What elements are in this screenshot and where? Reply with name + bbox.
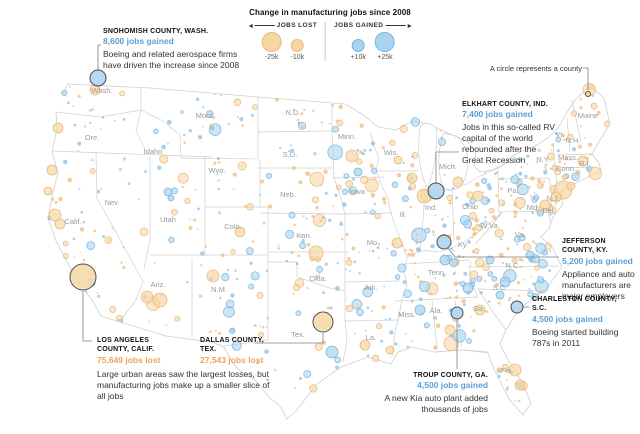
- legend-size-label: +25k: [377, 54, 393, 61]
- state-label: Okla.: [309, 274, 327, 283]
- legend-jobs-lost: JOBS LOST -25k -10k: [241, 22, 325, 61]
- state-label: Wis.: [384, 148, 399, 157]
- state-label: La.: [366, 333, 376, 342]
- arrow-line: [385, 25, 406, 26]
- state-label: Pa.: [507, 186, 518, 195]
- callout-county-bubble: [89, 69, 107, 87]
- callout-county-bubble: [427, 182, 445, 200]
- state-label: Utah: [160, 215, 176, 224]
- state-label: Ore.: [85, 133, 100, 142]
- state-label: S.D.: [283, 150, 298, 159]
- state-label: Conn.: [556, 164, 576, 173]
- state-label: Kan.: [296, 231, 311, 240]
- legend-size-item: -25k: [261, 32, 282, 61]
- left-arrow-icon: [248, 23, 253, 28]
- state-label: Ky.: [458, 240, 468, 249]
- legend-size-item: +25k: [374, 32, 395, 61]
- legend-size-label: +10k: [350, 54, 366, 61]
- state-label: Miss.: [398, 310, 416, 319]
- state-label: Nev.: [105, 198, 120, 207]
- state-label: Ga.: [473, 304, 485, 313]
- state-label: Idaho: [144, 147, 163, 156]
- legend-size-item: -10k: [290, 39, 305, 61]
- legend-size-label: -25k: [264, 54, 279, 61]
- state-label: Ill.: [399, 210, 407, 219]
- leader-line: [82, 291, 92, 342]
- state-label: N.C.: [506, 261, 521, 270]
- callout-county-bubble: [450, 306, 464, 320]
- leader-line: [255, 333, 324, 344]
- michigan-mitten: [438, 132, 469, 191]
- state-label: Ind.: [425, 203, 438, 212]
- legend-size-circle: [261, 32, 282, 52]
- state-label: N.M.: [211, 285, 227, 294]
- county-dot-field: [47, 82, 611, 403]
- callout-county-bubble: [69, 263, 97, 291]
- state-label: Colo.: [224, 222, 242, 231]
- gained-size-circles: +10k +25k: [334, 32, 411, 61]
- metro-bubbles: [43, 84, 589, 391]
- legend-size-circle: [374, 32, 395, 52]
- state-label: Neb.: [280, 190, 296, 199]
- state-label: Maine: [578, 111, 598, 120]
- right-arrow-icon: [407, 23, 412, 28]
- state-label: Ariz.: [151, 280, 166, 289]
- state-label: Md.: [527, 203, 540, 212]
- state-label: N.Y.: [536, 155, 550, 164]
- legend: Change in manufacturing jobs since 2008 …: [241, 8, 420, 61]
- callout-county-bubble: [312, 311, 334, 333]
- state-label: Tenn.: [428, 268, 446, 277]
- leader-line: [446, 246, 559, 258]
- state-label: Va.: [515, 230, 526, 239]
- state-label: Ohio: [462, 202, 478, 211]
- state-label: N.J.: [546, 194, 559, 203]
- state-label: Calif.: [64, 217, 81, 226]
- state-label: Ark.: [364, 283, 377, 292]
- state-label: Wash.: [92, 86, 113, 95]
- state-label: Ala.: [430, 306, 443, 315]
- state-label: Mich.: [439, 162, 457, 171]
- legend-size-circle: [351, 39, 365, 52]
- legend-size-circle: [290, 39, 304, 52]
- state-label: Vt.: [555, 130, 564, 139]
- state-label: Mont.: [196, 111, 215, 120]
- state-label: N.D.: [286, 108, 301, 117]
- jobs-lost-label: JOBS LOST: [276, 22, 318, 29]
- state-label: Mass.: [558, 153, 578, 162]
- legend-scale: JOBS LOST -25k -10k JOBS GAINED +10k +25k: [241, 22, 420, 61]
- state-label: Mo.: [367, 238, 380, 247]
- leader-line: [435, 151, 459, 184]
- legend-jobs-gained: JOBS GAINED +10k +25k: [326, 22, 419, 61]
- state-label: Wyo.: [208, 166, 225, 175]
- us-outline: [47, 83, 611, 420]
- leader-line: [583, 67, 589, 90]
- state-label: N.H.: [566, 136, 581, 145]
- state-label: Del.: [542, 206, 555, 215]
- lost-size-circles: -25k -10k: [249, 32, 317, 61]
- callout-county-bubble: [436, 234, 452, 250]
- legend-size-label: -10k: [290, 54, 305, 61]
- callout-county-bubble: [510, 300, 524, 314]
- state-labels: Wash. Ore. Calif. Nev. Idaho Mont. Wyo. Utah Ari…: [64, 86, 598, 375]
- state-label: S.C.: [493, 283, 508, 292]
- state-label: R.I.: [579, 159, 591, 168]
- leader-line: [97, 44, 101, 71]
- lake-michigan: [418, 123, 437, 189]
- state-label: Tex.: [291, 330, 305, 339]
- chart-title: Change in manufacturing jobs since 2008: [249, 8, 411, 17]
- state-label: Iowa: [349, 187, 366, 196]
- jobs-gained-label: JOBS GAINED: [334, 22, 384, 29]
- callout-layer: [69, 44, 591, 369]
- state-label: W.Va.: [480, 221, 499, 230]
- legend-divider: [325, 22, 327, 61]
- legend-size-item: +10k: [351, 39, 366, 61]
- callout-county-bubble: [585, 91, 591, 97]
- state-label: Minn.: [338, 132, 356, 141]
- state-label: Fla.: [501, 366, 514, 375]
- arrow-line: [254, 25, 275, 26]
